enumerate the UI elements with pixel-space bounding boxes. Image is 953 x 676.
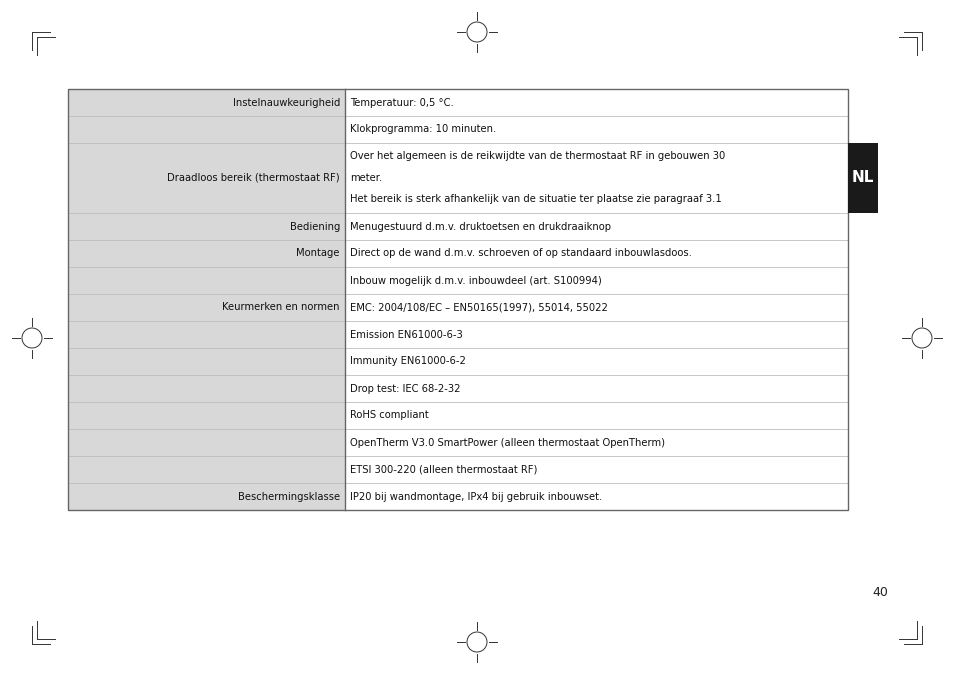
- Text: 40: 40: [871, 585, 887, 598]
- Bar: [345, 89, 847, 116]
- Text: Emission EN61000-6-3: Emission EN61000-6-3: [350, 329, 462, 339]
- Text: Keurmerken en normen: Keurmerken en normen: [222, 302, 339, 312]
- Bar: [345, 240, 847, 267]
- Bar: [345, 294, 847, 321]
- Bar: [345, 267, 847, 294]
- Text: Montage: Montage: [296, 249, 339, 258]
- Bar: [345, 429, 847, 456]
- Bar: [345, 321, 847, 348]
- Bar: [68, 89, 345, 116]
- Bar: [68, 402, 345, 429]
- Bar: [68, 213, 345, 240]
- Bar: [68, 348, 345, 375]
- Bar: [68, 294, 345, 321]
- Text: Beschermingsklasse: Beschermingsklasse: [237, 491, 339, 502]
- Bar: [345, 483, 847, 510]
- Bar: [345, 213, 847, 240]
- Text: OpenTherm V3.0 SmartPower (alleen thermostaat OpenTherm): OpenTherm V3.0 SmartPower (alleen thermo…: [350, 437, 664, 448]
- Text: Drop test: IEC 68-2-32: Drop test: IEC 68-2-32: [350, 383, 460, 393]
- Bar: [345, 375, 847, 402]
- Text: Direct op de wand d.m.v. schroeven of op standaard inbouwlasdoos.: Direct op de wand d.m.v. schroeven of op…: [350, 249, 691, 258]
- Bar: [345, 456, 847, 483]
- Bar: [68, 483, 345, 510]
- Text: NL: NL: [851, 170, 873, 185]
- Bar: [68, 456, 345, 483]
- Bar: [345, 116, 847, 143]
- Text: Instelnauwkeurigheid: Instelnauwkeurigheid: [233, 97, 339, 107]
- Bar: [345, 348, 847, 375]
- Text: Inbouw mogelijk d.m.v. inbouwdeel (art. S100994): Inbouw mogelijk d.m.v. inbouwdeel (art. …: [350, 276, 601, 285]
- Bar: [68, 143, 345, 213]
- Bar: [68, 375, 345, 402]
- Bar: [847, 143, 877, 213]
- Text: Temperatuur: 0,5 °C.: Temperatuur: 0,5 °C.: [350, 97, 454, 107]
- Bar: [345, 143, 847, 213]
- Bar: [68, 89, 847, 510]
- Text: ETSI 300-220 (alleen thermostaat RF): ETSI 300-220 (alleen thermostaat RF): [350, 464, 537, 475]
- Text: Draadloos bereik (thermostaat RF): Draadloos bereik (thermostaat RF): [167, 173, 339, 183]
- Text: RoHS compliant: RoHS compliant: [350, 410, 428, 420]
- Bar: [68, 116, 345, 143]
- Bar: [68, 429, 345, 456]
- Text: IP20 bij wandmontage, IPx4 bij gebruik inbouwset.: IP20 bij wandmontage, IPx4 bij gebruik i…: [350, 491, 601, 502]
- Text: Menugestuurd d.m.v. druktoetsen en drukdraaiknop: Menugestuurd d.m.v. druktoetsen en drukd…: [350, 222, 610, 231]
- Text: Bediening: Bediening: [289, 222, 339, 231]
- Bar: [68, 321, 345, 348]
- Bar: [345, 402, 847, 429]
- Text: EMC: 2004/108/EC – EN50165(1997), 55014, 55022: EMC: 2004/108/EC – EN50165(1997), 55014,…: [350, 302, 607, 312]
- Text: Het bereik is sterk afhankelijk van de situatie ter plaatse zie paragraaf 3.1: Het bereik is sterk afhankelijk van de s…: [350, 194, 720, 204]
- Text: Klokprogramma: 10 minuten.: Klokprogramma: 10 minuten.: [350, 124, 496, 135]
- Text: Over het algemeen is de reikwijdte van de thermostaat RF in gebouwen 30: Over het algemeen is de reikwijdte van d…: [350, 151, 724, 162]
- Bar: [68, 267, 345, 294]
- Bar: [68, 240, 345, 267]
- Text: Immunity EN61000-6-2: Immunity EN61000-6-2: [350, 356, 465, 366]
- Text: meter.: meter.: [350, 172, 382, 183]
